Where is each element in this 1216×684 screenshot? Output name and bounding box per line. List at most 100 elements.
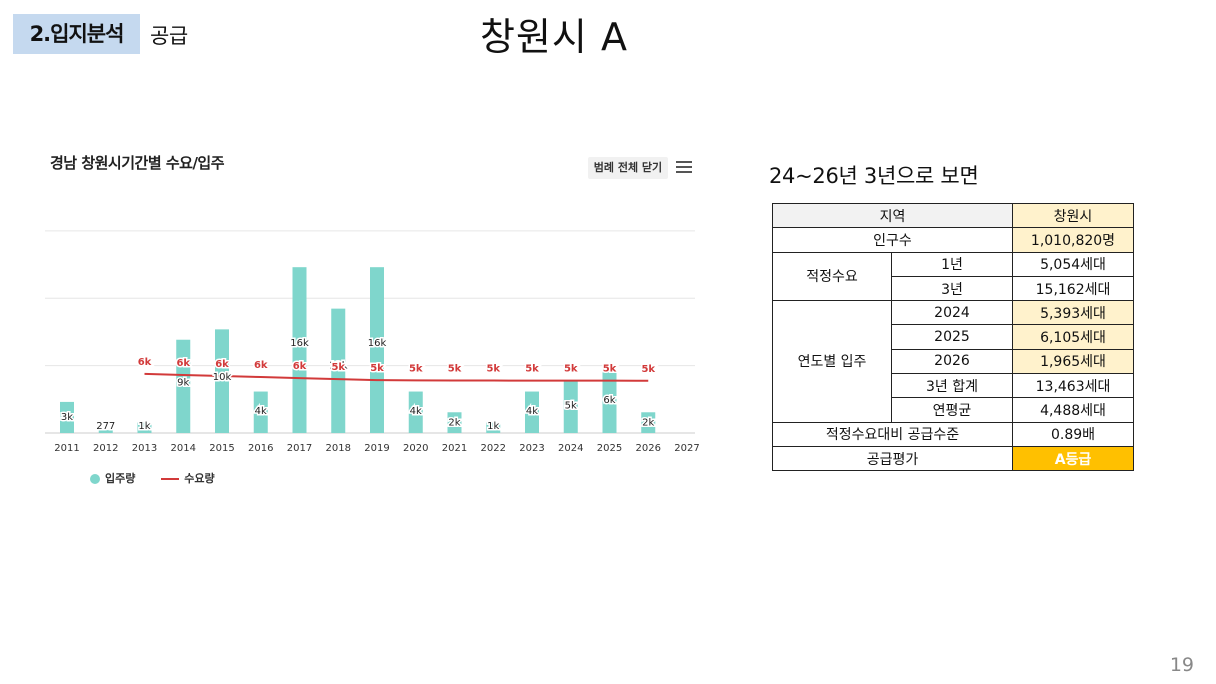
chart-title: 경남 창원시기간별 수요/입주 [50,154,225,172]
x-tick-label: 2012 [93,443,118,454]
x-tick-label: 2016 [248,443,273,454]
bar-value-label: 12k [329,361,348,372]
demand-value-label: 5k [603,364,617,375]
legend-demand[interactable]: 수요량 [139,472,215,485]
x-tick-label: 2018 [326,443,351,454]
demand-value-label: 5k [564,364,578,375]
demand-value-label: 6k [176,358,190,369]
bar [525,391,539,433]
x-tick-label: 2021 [442,443,467,454]
bar-value-label: 4k [255,406,267,417]
x-tick-label: 2022 [481,443,506,454]
demand-value-label: 5k [331,362,345,373]
demand-value-label: 6k [293,361,307,372]
grade-value: A등급 [1012,445,1134,472]
demand-label: 적정수요 [772,251,892,302]
section-tag: 2.입지분석 [13,14,140,54]
x-tick-label: 2020 [403,443,428,454]
hamburger-menu-icon[interactable] [676,159,692,175]
grade-label: 공급평가 [772,445,1013,472]
demand-1y-value: 5,054세대 [1012,251,1134,277]
ratio-label: 적정수요대비 공급수준 [772,421,1013,447]
x-tick-label: 2015 [209,443,234,454]
summary-table: 지역 창원시 인구수 1,010,820명 적정수요 1년 5,054세대 3년… [772,202,1134,472]
demand-value-label: 5k [641,364,655,375]
bar-value-label: 10k [213,372,232,383]
demand-value-label: 5k [370,363,384,374]
bar [331,308,346,433]
table-row: 지역 창원시 [772,202,1134,229]
bar-value-label: 2k [642,418,654,429]
demand-value-label: 5k [525,364,539,375]
x-tick-label: 2013 [132,443,157,454]
sum3-value: 13,463세대 [1012,373,1134,399]
x-tick-label: 2025 [597,443,622,454]
demand-3y-value: 15,162세대 [1012,275,1134,302]
bar [215,329,229,433]
demand-value-label: 5k [409,363,423,374]
bar [292,267,307,433]
legend-supply-label: 입주량 [105,472,136,485]
demand-value-label: 5k [486,364,500,375]
bar-value-label: 1k [487,421,499,432]
y2025-label: 2025 [891,324,1013,350]
legend-supply-marker [90,474,100,484]
bar [176,339,191,433]
legend-demand-label: 수요량 [184,472,215,485]
bar [253,391,268,433]
table-row: 연평균 4,488세대 [773,397,1134,423]
population-value: 1,010,820명 [1012,227,1134,253]
legend-supply[interactable]: 입주량 [90,472,135,485]
y2026-value: 1,965세대 [1012,348,1134,375]
y2026-label: 2026 [891,348,1013,375]
region-value: 창원시 [1012,202,1134,229]
demand-value-label: 6k [138,357,152,368]
avg-label: 연평균 [891,397,1013,423]
demand-3y-label: 3년 [891,275,1013,302]
demand-value-label: 6k [215,359,229,370]
legend-toggle-button[interactable]: 범례 전체 닫기 [588,157,668,179]
demand-line [144,372,649,382]
bar-value-label: 2k [448,418,460,429]
bar-value-label: 9k [177,378,189,389]
x-tick-label: 2027 [674,443,699,454]
page-number: 19 [1169,654,1194,676]
x-tick-label: 2023 [519,443,544,454]
bar [408,391,423,433]
x-tick-label: 2011 [54,443,79,454]
bar [137,422,152,433]
bar-value-label: 6k [603,395,615,406]
x-tick-label: 2024 [558,443,583,454]
y2024-value: 5,393세대 [1012,300,1134,326]
demand-1y-label: 1년 [891,251,1013,277]
avg-value: 4,488세대 [1012,397,1134,423]
bar-value-label: 16k [290,338,309,349]
subsection-label: 공급 [150,24,188,48]
table-row: 인구수 1,010,820명 [772,227,1134,253]
chart-legend: 입주량 수요량 [90,470,215,486]
bar-value-label: 1k [138,421,150,432]
table-row: 적정수요대비 공급수준 0.89배 [772,421,1134,447]
bar [60,401,74,433]
demand-value-label: 6k [254,360,268,371]
region-label: 지역 [772,202,1013,229]
x-tick-label: 2026 [636,443,661,454]
bar-value-label: 4k [526,406,538,417]
table-row: 2025 6,105세대 [773,324,1134,350]
table-row: 적정수요 1년 5,054세대 [772,251,1134,302]
bar [447,412,462,433]
table-row: 공급평가 A등급 [772,445,1134,472]
y2024-label: 2024 [891,300,1013,326]
table-row: 3년 합계 13,463세대 [773,373,1134,399]
bar-value-label: 16k [368,338,387,349]
bar-value-label: 277 [96,421,115,432]
bar-value-label: 5k [565,401,577,412]
x-tick-label: 2017 [287,443,312,454]
population-label: 인구수 [772,227,1013,253]
bar [602,370,617,433]
page-title: 창원시 A [480,15,628,59]
y2025-value: 6,105세대 [1012,324,1134,350]
bar [641,412,656,433]
demand-value-label: 5k [448,363,462,374]
table-row: 연도별 입주 2024 5,393세대 [772,300,1134,423]
